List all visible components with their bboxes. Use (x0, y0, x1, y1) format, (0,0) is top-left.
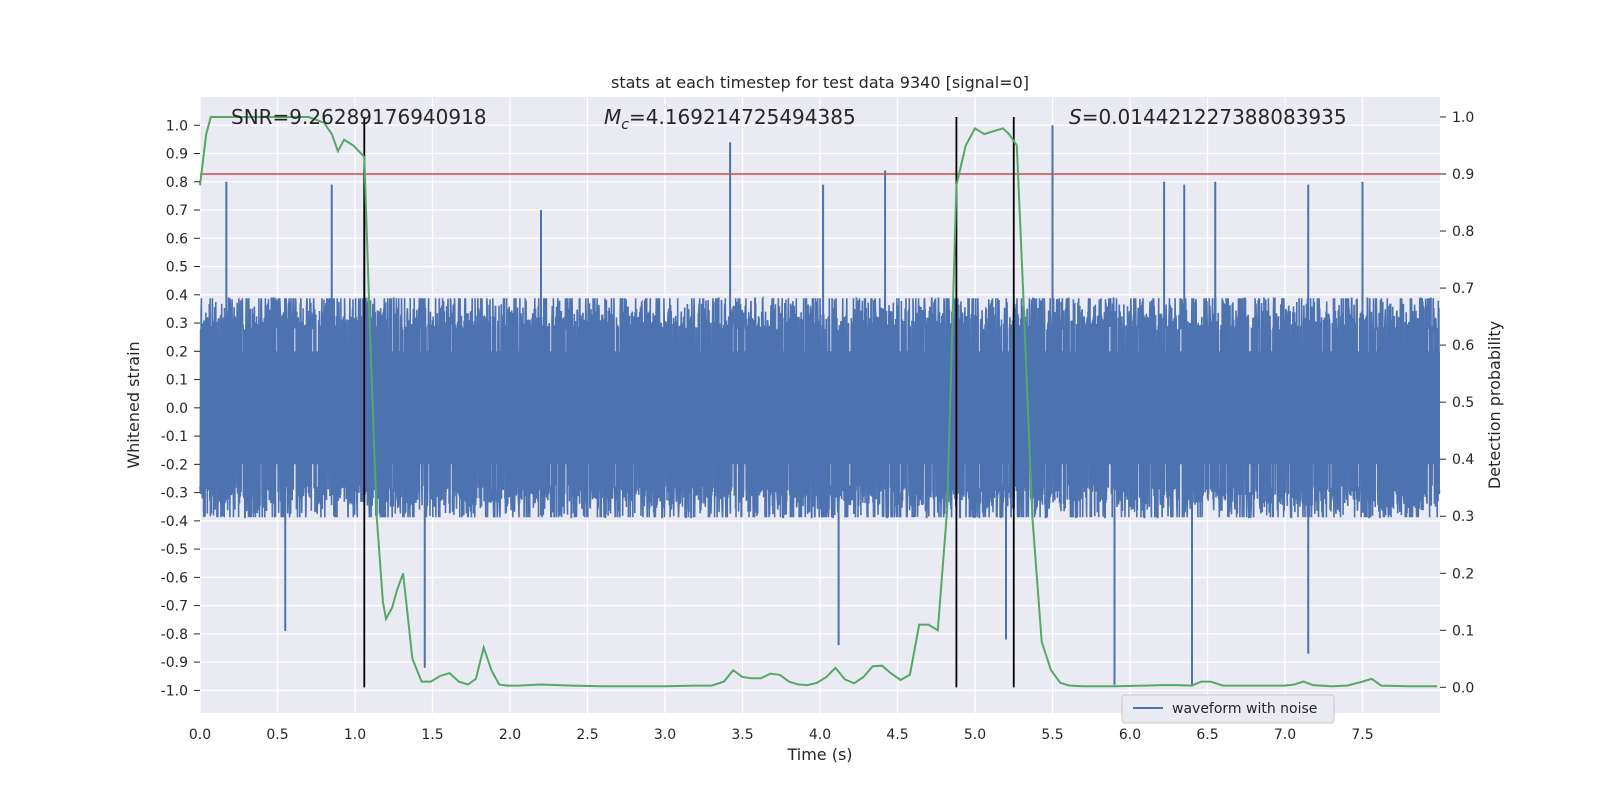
snr-annotation: SNR=9.26289176940918 (231, 105, 487, 129)
legend-box (1121, 694, 1335, 724)
y-right-tick-label: 0.4 (1452, 452, 1474, 468)
noise-dense-band (200, 351, 1440, 465)
x-tick-label: 4.0 (809, 727, 831, 743)
y-right-tick-label: 0.2 (1452, 566, 1474, 582)
y-tick-label: -0.1 (161, 429, 188, 445)
y-tick-label: -1.0 (161, 683, 188, 699)
chirp-mass-annotation: Mc=4.169214725494385 (604, 105, 856, 133)
y-tick-label: 0.5 (166, 260, 188, 276)
y-right-tick-label: 0.5 (1452, 395, 1474, 411)
x-tick-label: 6.5 (1196, 727, 1218, 743)
x-tick-label: 0.0 (189, 727, 211, 743)
y-tick-label: -0.4 (161, 514, 188, 530)
y-tick-label: 0.6 (166, 231, 188, 247)
y-tick-label: 0.9 (166, 147, 188, 163)
y-tick-label: 0.7 (166, 203, 188, 219)
legend-label: waveform with noise (1172, 701, 1317, 717)
y-tick-label: -0.7 (161, 599, 188, 615)
ticks: 0.0 0.5 1.0 1.5 2.0 2.5 3.0 3.5 4.0 4.5 5.0 5.5 6.0 6… (161, 110, 1475, 743)
y-right-tick-label: 0.9 (1452, 167, 1474, 183)
y-tick-label: -0.8 (161, 627, 188, 643)
x-tick-label: 6.0 (1119, 727, 1141, 743)
chirp-mass-symbol: M (604, 105, 621, 129)
x-tick-label: 7.5 (1351, 727, 1373, 743)
y-tick-label: 0.0 (166, 401, 188, 417)
y-tick-label: 0.4 (166, 288, 188, 304)
x-axis-label: Time (s) (786, 745, 852, 764)
y-right-tick-label: 1.0 (1452, 110, 1474, 126)
s-annotation: S=0.014421227388083935 (1069, 105, 1347, 129)
y-tick-label: -0.5 (161, 542, 188, 558)
y-right-tick-label: 0.7 (1452, 281, 1474, 297)
chirp-mass-subscript: c (621, 117, 629, 133)
x-tick-label: 5.5 (1041, 727, 1063, 743)
x-tick-label: 5.0 (964, 727, 986, 743)
x-tick-label: 0.5 (266, 727, 288, 743)
x-tick-label: 1.0 (344, 727, 366, 743)
y-axis-right-label: Detection probability (1485, 321, 1504, 489)
y-right-tick-label: 0.1 (1452, 623, 1474, 639)
y-tick-label: 0.3 (166, 316, 188, 332)
noise-series (199, 125, 1441, 685)
detection-probability-line (199, 116, 1437, 688)
x-tick-label: 3.5 (731, 727, 753, 743)
y-tick-label: -0.9 (161, 655, 188, 671)
s-symbol: S (1069, 105, 1082, 129)
y-tick-label: -0.3 (161, 486, 188, 502)
y-tick-label: 0.1 (166, 373, 188, 389)
y-right-tick-label: 0.0 (1452, 680, 1474, 696)
x-tick-label: 4.5 (886, 727, 908, 743)
legend: waveform with noise (1121, 694, 1335, 724)
x-tick-label: 2.0 (499, 727, 521, 743)
y-tick-label: 0.8 (166, 175, 188, 191)
y-right-tick-label: 0.8 (1452, 224, 1474, 240)
x-tick-label: 3.0 (654, 727, 676, 743)
y-tick-label: 1.0 (166, 118, 188, 134)
y-axis-label: Whitened strain (124, 341, 143, 468)
y-right-tick-label: 0.6 (1452, 338, 1474, 354)
y-tick-label: 0.2 (166, 344, 188, 360)
chart-title: stats at each timestep for test data 934… (611, 73, 1029, 92)
x-tick-label: 1.5 (421, 727, 443, 743)
x-tick-label: 2.5 (576, 727, 598, 743)
s-value: =0.014421227388083935 (1082, 105, 1347, 129)
y-tick-label: -0.6 (161, 570, 188, 586)
y-tick-label: -0.2 (161, 457, 188, 473)
chirp-mass-value: =4.169214725494385 (629, 105, 856, 129)
x-tick-label: 7.0 (1274, 727, 1296, 743)
y-right-tick-label: 0.3 (1452, 509, 1474, 525)
overlays (199, 116, 1440, 688)
